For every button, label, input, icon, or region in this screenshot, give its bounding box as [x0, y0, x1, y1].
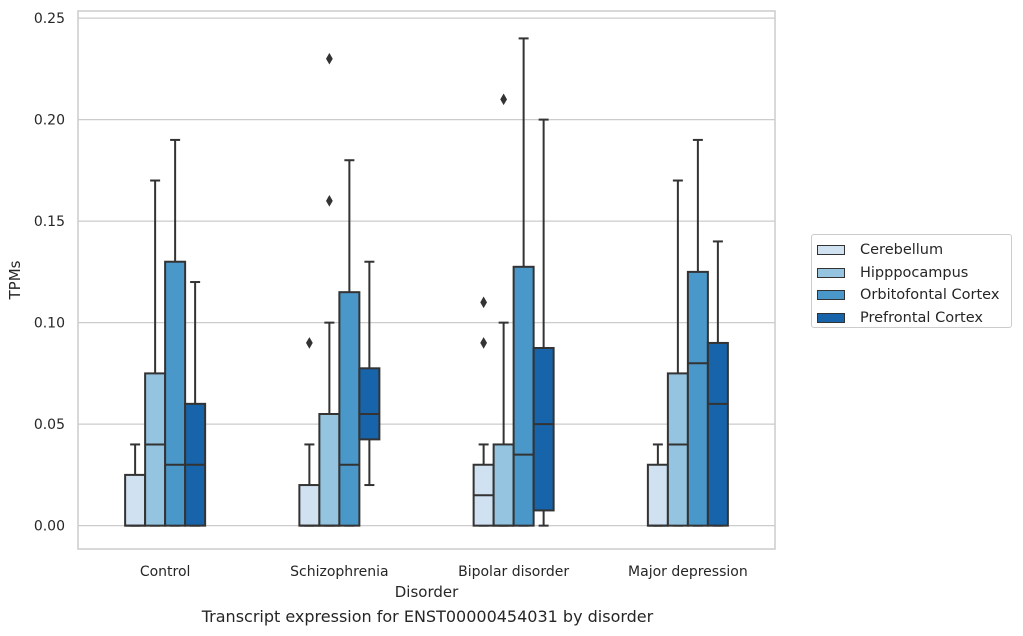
flier-point [306, 337, 313, 349]
x-tick-label: Bipolar disorder [458, 564, 569, 580]
legend-item-cerebellum: Cerebellum [817, 239, 1011, 262]
legend-label-orbitofrontal-cortex: Orbitofontal Cortex [860, 287, 1000, 304]
legend-label-prefrontal-cortex: Prefrontal Cortex [860, 309, 983, 326]
box-body [144, 372, 167, 527]
box-body [164, 260, 187, 527]
legend-label-hippocampus: Hipppocampus [860, 264, 969, 281]
y-axis-label: TPMs [6, 260, 24, 300]
box-body [646, 463, 669, 527]
box-2-1 [492, 93, 515, 527]
x-tick-label: Major depression [628, 564, 748, 580]
box-3-0 [646, 443, 669, 527]
x-tick-label: Control [140, 564, 191, 580]
box-3-3 [706, 240, 729, 527]
flier-point [326, 52, 333, 65]
box-3-1 [666, 179, 689, 527]
legend-swatch-orbitofrontal-cortex [817, 290, 845, 301]
box-1-1 [318, 52, 341, 527]
box-3-2 [686, 138, 709, 527]
x-tick-label: Schizophrenia [290, 564, 388, 580]
flier-point [480, 337, 487, 349]
legend-item-hippocampus: Hipppocampus [817, 262, 1011, 285]
box-body [512, 265, 535, 527]
box-body [492, 443, 515, 527]
y-tick-label: 0.25 [34, 11, 65, 27]
box-body [532, 347, 555, 512]
y-tick-label: 0.20 [34, 113, 65, 129]
box-groups [124, 37, 729, 527]
legend-item-orbitofrontal-cortex: Orbitofontal Cortex [817, 284, 1011, 307]
box-body [298, 484, 321, 527]
box-1-2 [338, 159, 361, 527]
box-body [358, 367, 381, 441]
box-0-1 [144, 179, 167, 527]
box-body [706, 341, 729, 527]
box-2-2 [512, 37, 535, 527]
legend: Cerebellum Hipppocampus Orbitofontal Cor… [811, 234, 1012, 328]
box-1-3 [358, 260, 381, 487]
legend-label-cerebellum: Cerebellum [860, 242, 944, 259]
box-2-0 [472, 296, 495, 527]
y-tick-label: 0.05 [34, 417, 65, 433]
box-2-3 [532, 118, 555, 527]
box-body [124, 473, 147, 527]
box-body [338, 291, 361, 527]
legend-swatch-cerebellum [817, 245, 845, 256]
box-0-3 [184, 281, 207, 527]
box-body [686, 270, 709, 527]
legend-swatch-prefrontal-cortex [817, 312, 845, 323]
legend-item-prefrontal-cortex: Prefrontal Cortex [817, 307, 1011, 330]
flier-point [326, 194, 333, 207]
chart-title: Transcript expression for ENST0000045403… [201, 607, 654, 626]
flier-point [480, 296, 487, 309]
box-1-0 [298, 337, 321, 527]
flier-point [500, 93, 507, 106]
y-tick-label: 0.10 [34, 316, 65, 332]
box-0-0 [124, 443, 147, 527]
box-body [318, 412, 341, 527]
plot-frame [77, 10, 776, 550]
legend-swatch-hippocampus [817, 267, 845, 278]
box-body [666, 372, 689, 527]
x-axis-label: Disorder [395, 583, 459, 601]
axis-ticks: 0.00 0.05 0.10 0.15 0.20 0.25 Control Schizophr… [34, 11, 748, 580]
y-tick-label: 0.00 [34, 519, 65, 535]
y-tick-label: 0.15 [34, 214, 65, 230]
box-0-2 [164, 138, 187, 527]
